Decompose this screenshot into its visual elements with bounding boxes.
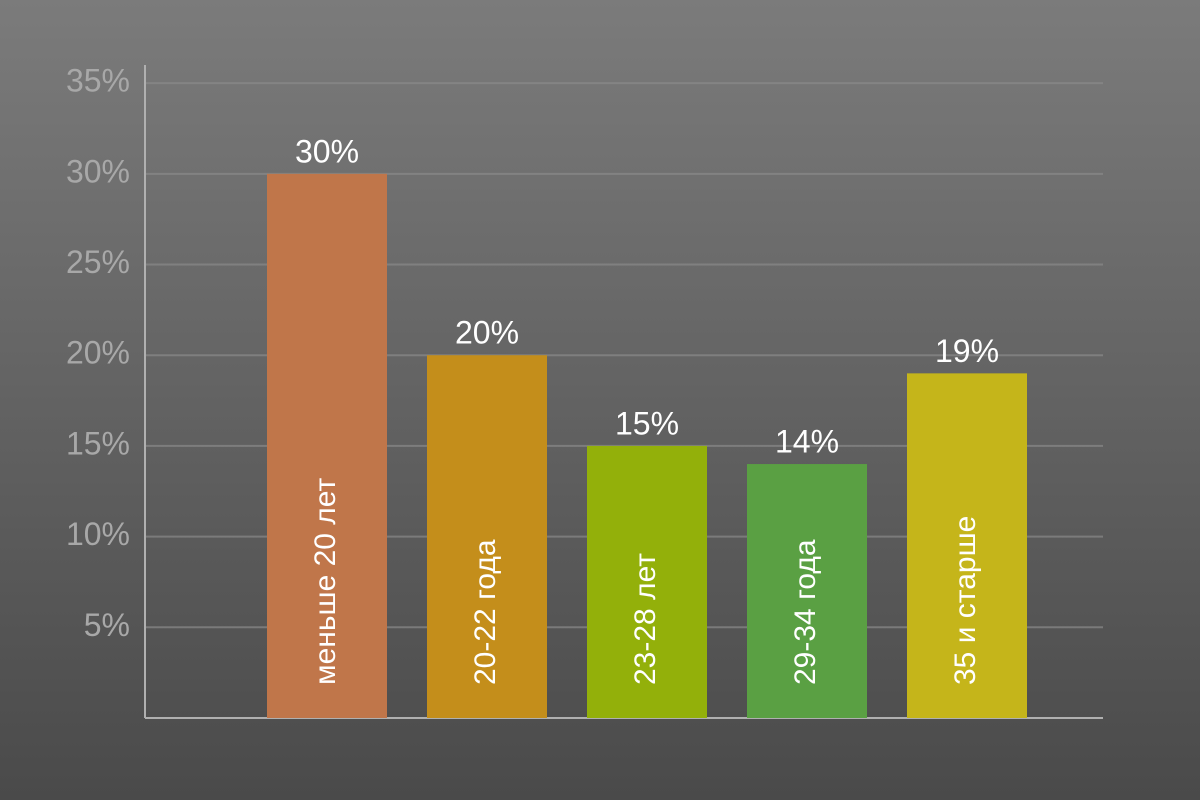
category-label: меньше 20 лет <box>309 478 342 685</box>
value-label: 14% <box>775 424 839 460</box>
bar <box>267 173 387 719</box>
y-tick-label: 5% <box>84 607 130 643</box>
y-tick-label: 25% <box>66 244 130 280</box>
y-tick-label: 30% <box>66 153 130 189</box>
value-label: 19% <box>935 333 999 369</box>
bar <box>907 373 1027 718</box>
value-label: 30% <box>295 133 359 169</box>
value-label: 20% <box>455 315 519 351</box>
category-label: 29-34 года <box>789 539 822 685</box>
bar <box>427 355 547 718</box>
category-label: 35 и старше <box>949 516 982 685</box>
y-tick-label: 15% <box>66 425 130 461</box>
value-label: 15% <box>615 405 679 441</box>
y-tick-label: 10% <box>66 516 130 552</box>
y-tick-label: 35% <box>66 63 130 99</box>
category-label: 23-28 лет <box>629 553 662 685</box>
bar <box>587 445 707 718</box>
category-label: 20-22 года <box>469 539 502 685</box>
y-tick-label: 20% <box>66 335 130 371</box>
bar <box>747 464 867 718</box>
